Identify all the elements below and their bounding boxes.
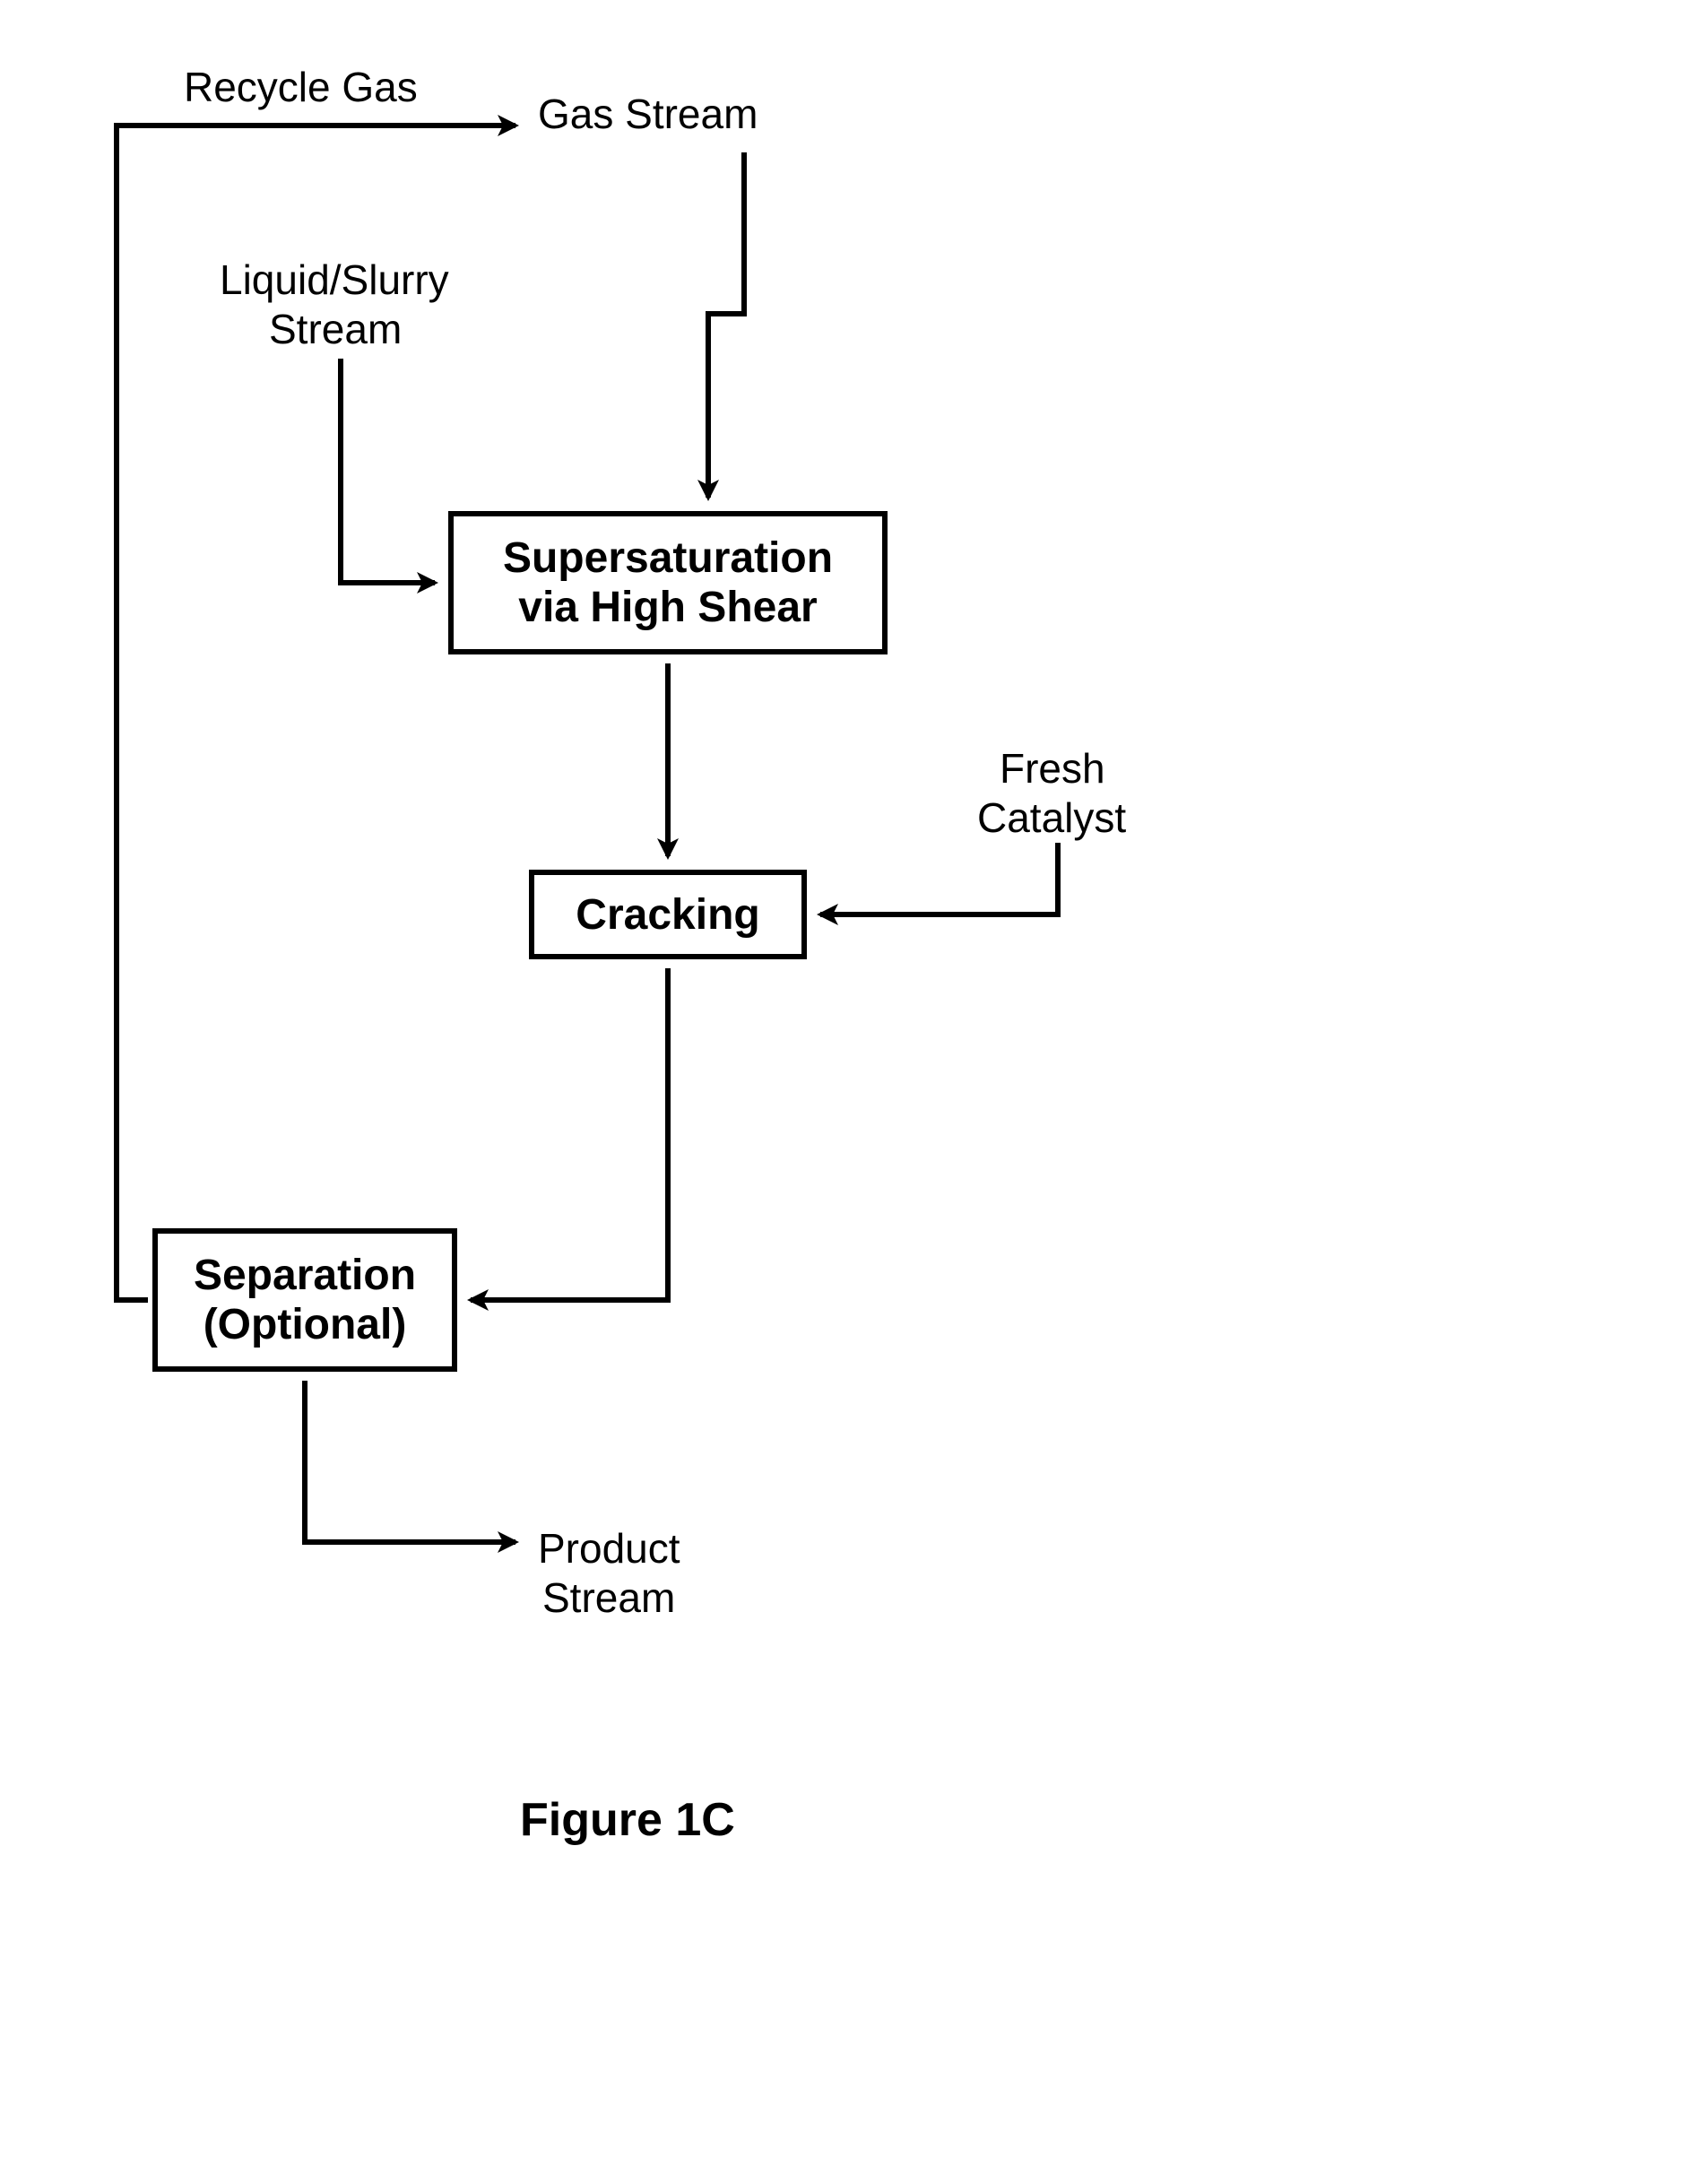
figure-caption: Figure 1C — [520, 1793, 735, 1847]
label-product-1: Product — [538, 1524, 680, 1573]
box-separation-line1: Separation — [194, 1251, 416, 1300]
arrow-separation-to-product — [305, 1381, 515, 1542]
box-supersaturation: Supersaturation via High Shear — [448, 511, 888, 654]
label-gas-stream: Gas Stream — [538, 90, 758, 139]
box-cracking: Cracking — [529, 870, 807, 959]
label-recycle-gas: Recycle Gas — [184, 63, 418, 112]
label-liquid-slurry-1: Liquid/Slurry — [220, 256, 449, 305]
box-separation-line2: (Optional) — [194, 1300, 416, 1349]
arrow-cracking-to-separation — [471, 968, 668, 1300]
box-supersaturation-line2: via High Shear — [503, 583, 833, 632]
arrow-layer — [0, 0, 1689, 2184]
label-fresh: Fresh — [1000, 744, 1105, 793]
arrow-catalyst-to-cracking — [820, 843, 1058, 914]
flowchart-container: Recycle Gas Gas Stream Liquid/Slurry Str… — [0, 0, 1689, 2184]
box-separation: Separation (Optional) — [152, 1228, 457, 1372]
label-liquid-slurry-2: Stream — [269, 305, 402, 354]
label-catalyst: Catalyst — [977, 793, 1126, 843]
box-supersaturation-line1: Supersaturation — [503, 533, 833, 583]
arrow-gas-to-supersat — [708, 152, 744, 498]
arrow-separation-to-recycle — [117, 126, 161, 1300]
arrow-liquid-to-supersat — [341, 359, 435, 583]
box-cracking-text: Cracking — [576, 890, 759, 940]
label-product-2: Stream — [542, 1573, 675, 1623]
